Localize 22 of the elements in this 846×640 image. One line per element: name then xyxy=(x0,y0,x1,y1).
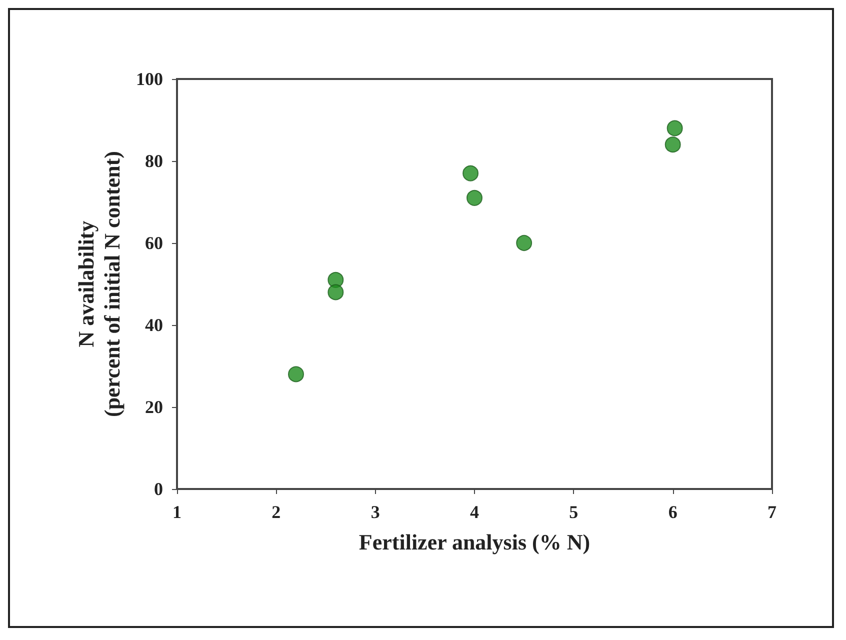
x-tick-label: 3 xyxy=(370,502,380,522)
point xyxy=(462,165,479,182)
x-tick-label: 6 xyxy=(668,502,678,522)
y-tick-label: 0 xyxy=(154,479,163,499)
x-tick-label: 1 xyxy=(172,502,182,522)
point xyxy=(666,120,683,136)
y-tick-label: 60 xyxy=(145,233,163,253)
x-tick-label: 5 xyxy=(569,502,578,522)
point xyxy=(466,190,482,206)
point xyxy=(328,284,344,300)
x-tick-label: 4 xyxy=(470,502,479,522)
point xyxy=(288,366,304,382)
y-tick-label: 80 xyxy=(145,151,163,171)
x-tick-label: 2 xyxy=(272,502,281,522)
x-tick-label: 7 xyxy=(768,502,776,522)
x-axis-title: Fertilizer analysis (% N) xyxy=(358,530,590,554)
y-tick-label: 100 xyxy=(136,69,163,89)
y-tick-label: 40 xyxy=(145,315,163,335)
y-axis-title: N availability (percent of initial N content) xyxy=(74,151,125,417)
point xyxy=(664,136,681,153)
point xyxy=(516,235,532,251)
y-tick-label: 20 xyxy=(145,397,163,417)
